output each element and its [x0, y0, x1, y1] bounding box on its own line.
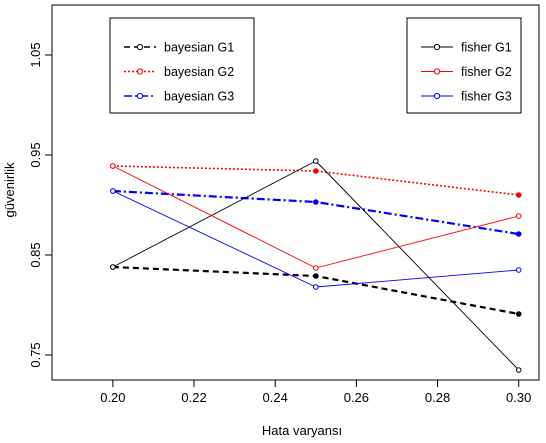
data-point-bayesian-g3	[312, 199, 319, 205]
y-tick-label: 0.75	[28, 342, 43, 367]
legend-marker	[136, 43, 144, 51]
series-fisher-g1	[110, 158, 522, 373]
legend-label: bayesian G3	[164, 90, 234, 104]
plot-frame	[51, 4, 540, 381]
data-point-fisher-g2	[110, 163, 116, 169]
legend-marker	[433, 92, 441, 100]
legend-marker	[136, 68, 144, 75]
series-line-bayesian-g3	[112, 189, 519, 236]
data-point-fisher-g2	[312, 265, 319, 271]
legend-label: fisher G3	[461, 90, 512, 104]
x-tick-label: 0.24	[263, 390, 288, 405]
data-point-fisher-g3	[312, 284, 319, 290]
x-tick-label: 0.22	[181, 390, 206, 405]
legend-box	[109, 17, 255, 114]
legend-marker	[433, 43, 441, 51]
legend-label: bayesian G1	[164, 41, 234, 55]
series-line-fisher-g3	[112, 190, 519, 288]
data-point-bayesian-g3	[515, 231, 522, 237]
data-point-bayesian-g1	[515, 311, 522, 317]
data-point-bayesian-g2	[515, 192, 522, 198]
data-point-bayesian-g1	[312, 273, 319, 279]
x-axis: 0.20 0.22 0.24 0.26 0.28 0.30	[100, 380, 531, 405]
x-tick-label: 0.20	[100, 390, 125, 405]
series-fisher-g2	[110, 163, 522, 271]
data-point-fisher-g2	[515, 213, 522, 219]
x-tick-label: 0.30	[506, 390, 531, 405]
data-point-fisher-g3	[110, 188, 116, 194]
legend-marker	[433, 68, 441, 75]
y-tick-label: 1.05	[28, 42, 43, 67]
y-axis: 0.75 0.85 0.95 1.05	[28, 42, 52, 368]
series-fisher-g3	[110, 188, 522, 290]
x-axis-title: Hata varyansı	[262, 423, 342, 438]
data-point-fisher-g1	[515, 367, 522, 373]
legend-label: fisher G2	[461, 65, 512, 79]
legend-label: bayesian G2	[164, 65, 234, 79]
data-point-fisher-g3	[515, 267, 522, 273]
legend-label: fisher G1	[461, 41, 512, 55]
data-point-bayesian-g2	[312, 168, 319, 174]
legend-left: bayesian G1 bayesian G2 bayesian G3	[109, 17, 255, 114]
series-layer	[110, 158, 522, 373]
series-bayesian-g2	[110, 163, 522, 198]
y-tick-label: 0.85	[28, 242, 43, 267]
data-point-fisher-g1	[312, 158, 319, 164]
x-tick-label: 0.28	[425, 390, 450, 405]
legend-box	[406, 17, 522, 114]
data-point-fisher-g1	[110, 264, 116, 270]
x-tick-label: 0.26	[344, 390, 369, 405]
y-axis-title: güvenirlik	[2, 162, 17, 217]
series-line-fisher-g2	[112, 165, 519, 269]
y-tick-label: 0.95	[28, 142, 43, 167]
legend-right: fisher G1 fisher G2 fisher G3	[406, 17, 522, 114]
legend-marker	[136, 92, 144, 100]
